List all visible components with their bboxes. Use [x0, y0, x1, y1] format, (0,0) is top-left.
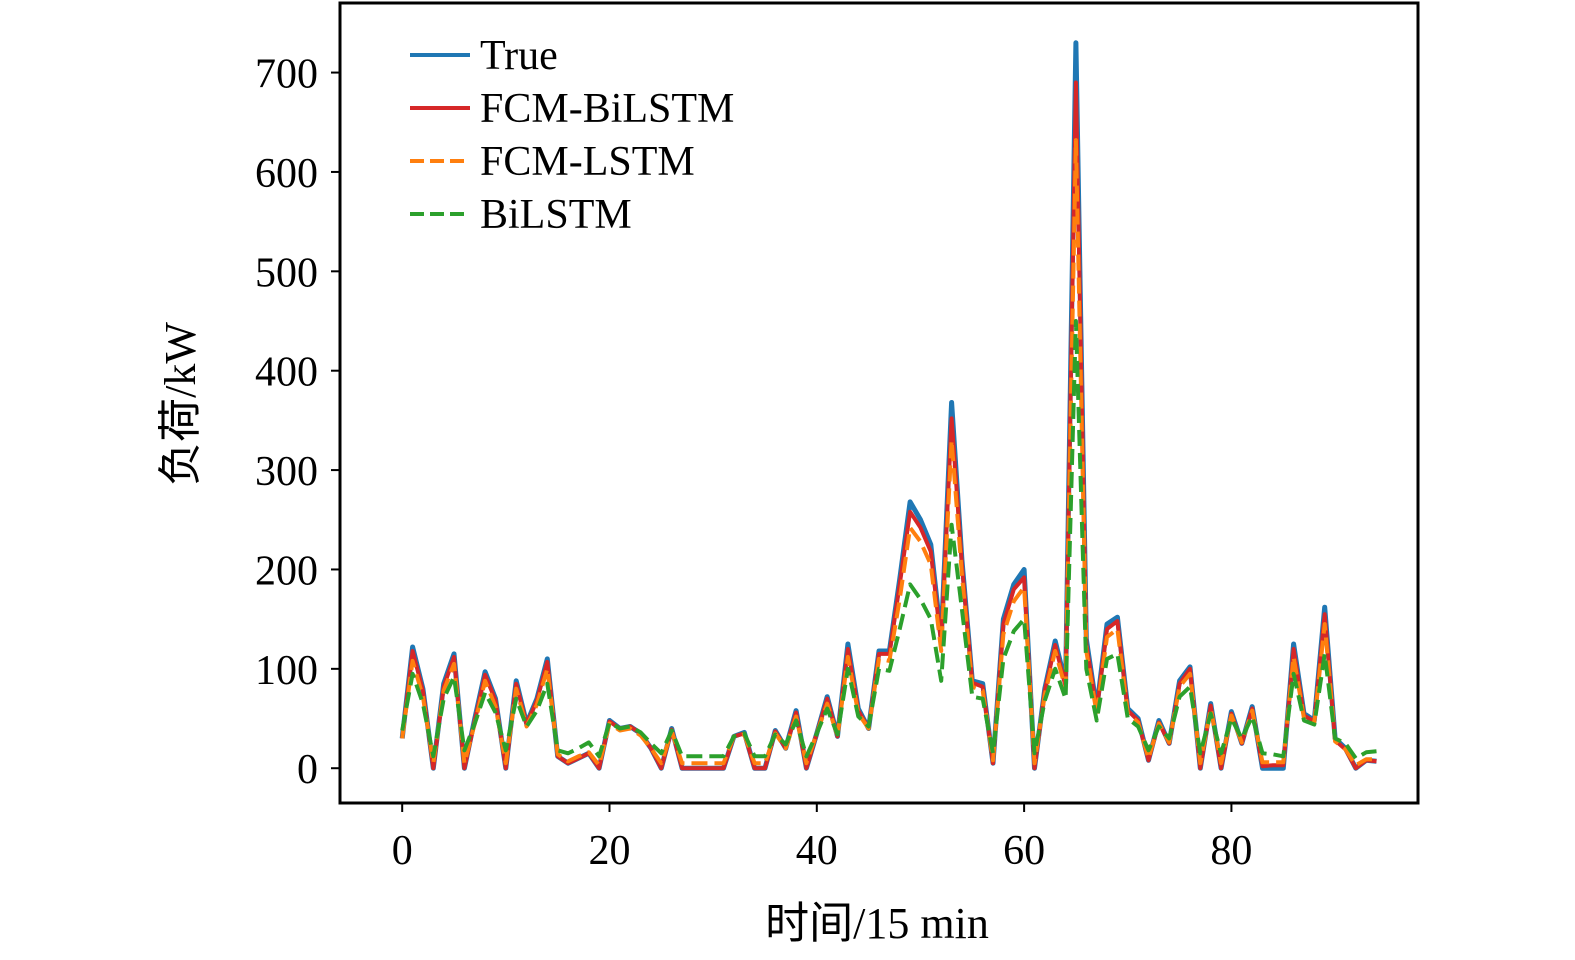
x-tick-label: 80 [1210, 828, 1252, 874]
axes-layer: 0 20 40 60 80 0 100 200 300 400 500 600 700 [255, 1, 1420, 874]
y-tick-label: 100 [255, 648, 318, 694]
series-line-bilstm [400, 319, 1377, 761]
x-tick-label: 60 [1003, 828, 1045, 874]
x-axis-label: 时间/15 min [765, 899, 989, 948]
y-tick-label: 400 [255, 350, 318, 396]
plot-frame [338, 1, 1420, 805]
x-tick-label: 40 [796, 828, 838, 874]
x-tick-label: 20 [589, 828, 631, 874]
y-tick-label: 200 [255, 548, 318, 594]
y-tick-label: 500 [255, 250, 318, 296]
y-tick-label: 300 [255, 449, 318, 495]
legend-label-true: True [480, 33, 558, 79]
y-axis-label: 负荷/kW [156, 322, 205, 486]
legend-label-fcm-bilstm: FCM-BiLSTM [480, 86, 734, 132]
legend: True FCM-BiLSTM FCM-LSTM BiLSTM [410, 33, 734, 238]
series-layer [399, 40, 1377, 771]
legend-label-fcm-lstm: FCM-LSTM [480, 139, 695, 185]
legend-label-bilstm: BiLSTM [480, 192, 632, 238]
y-tick-label: 600 [255, 151, 318, 197]
x-tick-label: 0 [392, 828, 413, 874]
y-tick-label: 700 [255, 52, 318, 98]
y-tick-label: 0 [297, 747, 318, 793]
